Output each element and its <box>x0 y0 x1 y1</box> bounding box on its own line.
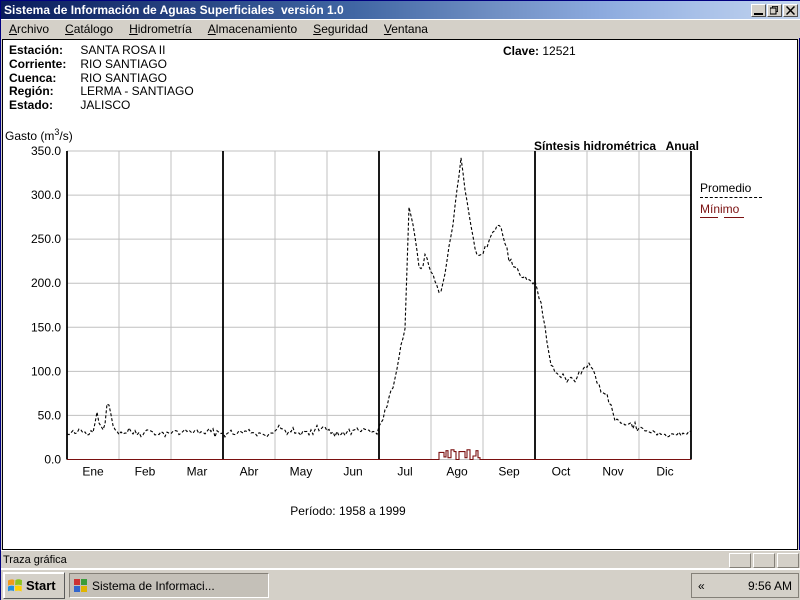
svg-text:250.0: 250.0 <box>31 232 61 246</box>
svg-text:100.0: 100.0 <box>31 364 61 378</box>
svg-text:Jul: Jul <box>397 465 412 479</box>
svg-text:300.0: 300.0 <box>31 188 61 202</box>
svg-text:50.0: 50.0 <box>38 408 62 422</box>
svg-text:150.0: 150.0 <box>31 320 61 334</box>
svg-text:Feb: Feb <box>135 465 156 479</box>
svg-text:350.0: 350.0 <box>31 144 61 158</box>
svg-text:200.0: 200.0 <box>31 276 61 290</box>
svg-text:Sep: Sep <box>498 465 520 479</box>
svg-text:Mar: Mar <box>187 465 208 479</box>
svg-text:Dic: Dic <box>656 465 673 479</box>
svg-text:Ene: Ene <box>82 465 104 479</box>
svg-text:Jun: Jun <box>343 465 362 479</box>
svg-text:May: May <box>290 465 313 479</box>
svg-text:Nov: Nov <box>602 465 623 479</box>
svg-text:Abr: Abr <box>240 465 259 479</box>
svg-text:0.0: 0.0 <box>44 453 61 467</box>
svg-text:Ago: Ago <box>446 465 468 479</box>
svg-text:Oct: Oct <box>552 465 571 479</box>
